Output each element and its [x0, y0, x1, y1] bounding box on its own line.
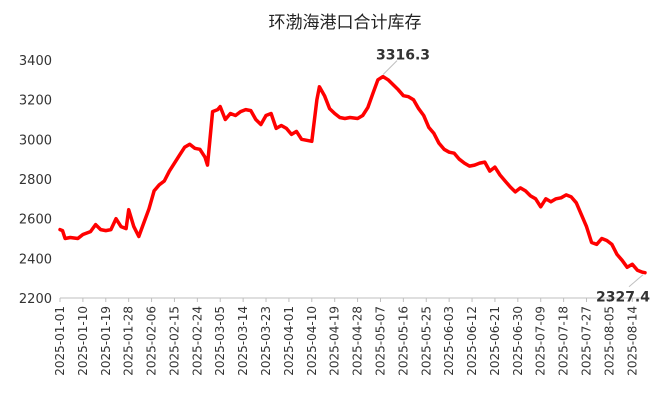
x-tick-label: 2025-06-03 [442, 306, 456, 376]
y-tick-label: 2800 [19, 173, 52, 188]
x-tick-label: 2025-04-10 [305, 306, 319, 376]
x-tick-label: 2025-01-01 [53, 306, 67, 376]
annotation-leader [382, 60, 398, 75]
x-tick-label: 2025-05-16 [396, 306, 410, 376]
x-tick-label: 2025-06-30 [511, 306, 525, 376]
x-tick-label: 2025-02-15 [167, 306, 181, 376]
x-tick-label: 2025-03-05 [213, 306, 227, 376]
x-tick-label: 2025-06-12 [465, 306, 479, 376]
x-tick-label: 2025-03-23 [259, 306, 273, 376]
chart-title: 环渤海港口合计库存 [269, 13, 422, 33]
x-tick-label: 2025-07-09 [534, 306, 548, 376]
y-tick-label: 2600 [19, 213, 52, 228]
x-axis: 2025-01-01 2025-01-10 2025-01-19 2025-01-28… [53, 298, 639, 376]
x-tick-label: 2025-07-27 [580, 306, 594, 376]
x-tick-label: 2025-01-28 [122, 306, 136, 376]
series-line [58, 74, 647, 275]
x-tick-label: 2025-02-24 [190, 306, 204, 376]
x-tick-label: 2025-08-05 [602, 306, 616, 376]
x-tick-label: 2025-06-21 [488, 306, 502, 376]
x-tick-label: 2025-05-25 [419, 306, 433, 376]
y-tick-label: 3200 [19, 94, 52, 109]
x-tick-label: 2025-01-19 [99, 306, 113, 376]
x-tick-label: 2025-03-14 [236, 306, 250, 376]
y-tick-label: 3000 [19, 133, 52, 148]
y-axis: 2200 2400 2600 2800 3000 3200 3400 [19, 54, 52, 307]
annotation-leader [628, 274, 644, 288]
y-tick-label: 2400 [19, 252, 52, 267]
plot-area [58, 74, 647, 275]
annotations: 3316.3 2327.4 [376, 48, 650, 306]
x-tick-label: 2025-04-28 [351, 306, 365, 376]
peak-annotation: 3316.3 [376, 48, 430, 64]
x-tick-label: 2025-02-06 [145, 306, 159, 376]
x-tick-label: 2025-04-01 [282, 306, 296, 376]
x-tick-label: 2025-01-10 [76, 306, 90, 376]
x-tick-label: 2025-07-18 [557, 306, 571, 376]
x-tick-label: 2025-08-14 [625, 306, 639, 376]
y-tick-label: 2200 [19, 292, 52, 307]
latest-annotation: 2327.4 [596, 290, 650, 306]
y-tick-label: 3400 [19, 54, 52, 69]
x-tick-label: 2025-04-19 [328, 306, 342, 376]
x-tick-label: 2025-05-07 [373, 306, 387, 376]
